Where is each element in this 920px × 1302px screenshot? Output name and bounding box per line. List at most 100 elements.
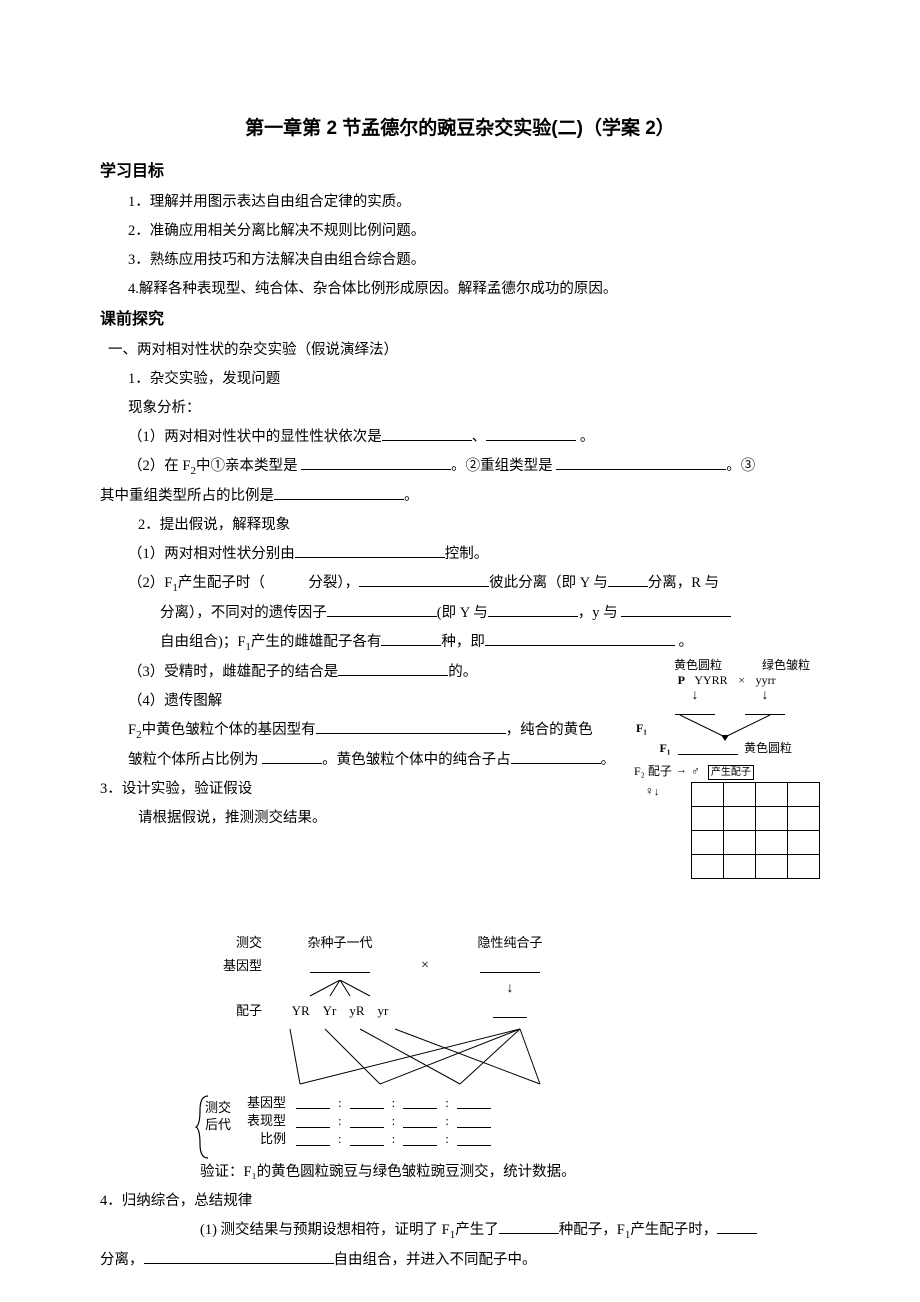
step4-title: 4．归纳综合，总结规律	[100, 1187, 820, 1216]
blank	[480, 960, 540, 973]
tc-row-geno: 基因型	[200, 957, 270, 975]
q1-2-d: 。③	[726, 458, 755, 474]
q1-2-line2: 其中重组类型所占的比例是 。	[100, 482, 820, 511]
q1-1-b: 、	[472, 429, 487, 445]
arrow-down-icon: ↓	[762, 689, 769, 703]
q2-2-k: 。	[675, 634, 693, 650]
blank	[403, 1133, 437, 1146]
q2-1-b: 控制。	[445, 546, 489, 562]
q1-2-a: （2）在 F	[128, 458, 190, 474]
q2-4-d: 皱粒个体所占比例为	[128, 752, 262, 768]
tc-col2: 隐性纯合子	[440, 934, 580, 952]
testcross-diagram: 测交 杂种子一代 隐性纯合子 基因型 × ↓ 配子 YR Yr yR yr	[200, 934, 580, 1153]
male-sym: ♂	[691, 764, 700, 780]
goal-3: 3．熟练应用技巧和方法解决自由组合综合题。	[100, 246, 820, 275]
blank	[675, 703, 715, 715]
blank	[262, 749, 322, 764]
sec1-title: 一、两对相对性状的杂交实验（假说演绎法）	[100, 336, 820, 365]
q2-3-b: 的。	[448, 664, 477, 680]
q4-1-c: 种配子，F	[559, 1222, 625, 1238]
q1-1-a: （1）两对相对性状中的显性性状依次是	[128, 429, 382, 445]
arrow-down-icon: ↓	[507, 981, 514, 996]
p2-pheno: 绿色皱粒	[762, 658, 810, 674]
p-label: P	[674, 673, 688, 689]
q1-2-e: 其中重组类型所占的比例是	[100, 488, 274, 504]
p1-geno: YYRR	[694, 673, 727, 689]
q2-4-a: F	[128, 722, 136, 738]
blank	[296, 1133, 330, 1146]
q2-4-b: 中黄色皱粒个体的基因型有	[142, 722, 316, 738]
p2-geno: yyrr	[756, 673, 776, 689]
blank	[296, 1096, 330, 1109]
blank	[678, 743, 738, 755]
q2-2-e: 分离），不同对的遗传因子	[160, 605, 327, 621]
step3-verify: 验证：F₁的黄色圆粒豌豆与绿色皱粒豌豆测交，统计数据。	[100, 1158, 820, 1187]
tc-off-geno: 基因型	[236, 1094, 292, 1112]
cross-sym: ×	[410, 956, 440, 976]
q4-1-d: 产生配子时，	[630, 1222, 717, 1238]
blank	[403, 1096, 437, 1109]
blank	[403, 1115, 437, 1128]
q2-2-line1: （2）F1产生配子时（ 分裂），彼此分离（即 Y 与分离，R 与	[100, 569, 820, 599]
cross-diagram: 黄色圆粒 绿色皱粒 P YYRR × yyrr ↓ ↓ F₁ F₁ 黄色圆粒 F…	[630, 658, 820, 928]
q2-2-h: 自由组合)；F	[160, 634, 245, 650]
q2-4-e: 。黄色皱粒个体中的纯合子占	[322, 752, 511, 768]
q2-2-b: 产生配子时（ 分裂），	[178, 575, 359, 591]
blank	[608, 572, 648, 587]
q2-2-d: 分离，R 与	[648, 575, 719, 591]
blank	[350, 1096, 384, 1109]
q1-2-b: 中①亲本类型是	[196, 458, 301, 474]
blank	[310, 960, 370, 973]
q2-2-g: ，y 与	[578, 605, 622, 621]
q2-2-line2: 分离），不同对的遗传因子 (即 Y 与 ，y 与	[100, 599, 820, 628]
p1-pheno: 黄色圆粒	[674, 658, 722, 674]
f1-pheno: 黄色圆粒	[744, 741, 792, 757]
goal-1: 1．理解并用图示表达自由组合定律的实质。	[100, 188, 820, 217]
cross-sym: ×	[734, 673, 750, 689]
blank	[556, 456, 726, 471]
q4-1-b: 产生了	[455, 1222, 499, 1238]
q2-4-c: ，纯合的黄色	[506, 722, 593, 738]
blank	[457, 1133, 491, 1146]
q2-2-f: (即 Y 与	[437, 605, 488, 621]
explore-header: 课前探究	[100, 304, 820, 336]
doc-title: 第一章第 2 节孟德尔的豌豆杂交实验(二)（学案 2）	[100, 110, 820, 148]
blank	[745, 703, 785, 715]
produce-gamete: 产生配子	[708, 765, 754, 780]
q2-2-j: 种，即	[441, 634, 485, 650]
step1-sub: 现象分析：	[100, 394, 820, 423]
goals-header: 学习目标	[100, 156, 820, 188]
blank	[621, 602, 731, 617]
q2-2-line3: 自由组合)；F1产生的雌雄配子各有种，即 。	[100, 628, 820, 658]
blank	[350, 1133, 384, 1146]
q2-4-f: 。	[601, 752, 616, 768]
blank	[327, 602, 437, 617]
q2-3-a: （3）受精时，雌雄配子的结合是	[128, 664, 338, 680]
bracket-icon	[194, 1094, 212, 1160]
q2-2-i: 产生的雌雄配子各有	[251, 634, 382, 650]
blank	[295, 543, 445, 558]
blank	[144, 1250, 334, 1265]
f2-gamete-label: F₂ 配子	[634, 764, 672, 780]
q2-2-c: 彼此分离（即 Y 与	[489, 575, 608, 591]
q4-1-line2: 分离，自由组合，并进入不同配子中。	[100, 1246, 820, 1275]
blank	[488, 602, 578, 617]
blank	[486, 427, 576, 442]
blank	[381, 631, 441, 646]
goal-2: 2．准确应用相关分离比解决不规则比例问题。	[100, 217, 820, 246]
blank	[457, 1115, 491, 1128]
cross-lines-icon	[270, 1024, 580, 1094]
q1-2-line1: （2）在 F2中①亲本类型是 。②重组类型是 。③	[100, 452, 820, 482]
q1-1: （1）两对相对性状中的显性性状依次是、 。	[100, 423, 820, 452]
blank	[485, 631, 675, 646]
q2-1: （1）两对相对性状分别由 控制。	[100, 540, 820, 569]
blank	[338, 661, 448, 676]
q2-2-a: （2）F	[128, 575, 172, 591]
blank	[350, 1115, 384, 1128]
split-arrows-icon	[300, 980, 380, 998]
q1-2-f: 。	[404, 488, 419, 504]
q1-2-c: 。②重组类型是	[451, 458, 556, 474]
blank	[457, 1096, 491, 1109]
q2-1-a: （1）两对相对性状分别由	[128, 546, 295, 562]
blank	[499, 1220, 559, 1235]
